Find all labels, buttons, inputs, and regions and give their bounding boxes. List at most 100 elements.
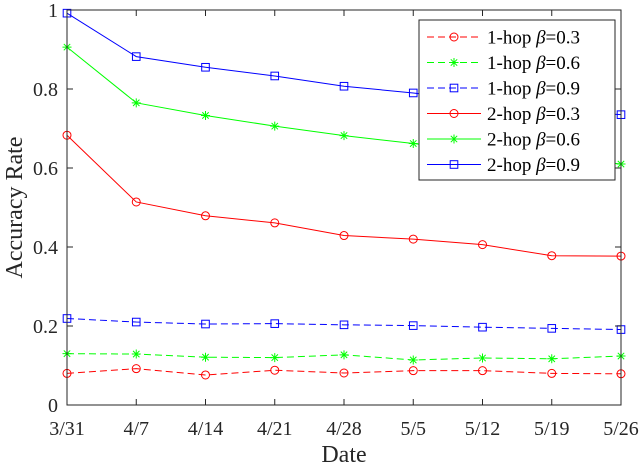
series-line [66,134,622,257]
legend-marker [449,32,459,42]
legend-hop: 1-hop [487,53,536,74]
legend: 1-hop β=0.31-hop β=0.61-hop β=0.92-hop β… [418,19,616,181]
y-tick-label: 0 [48,395,58,417]
data-point [339,231,349,241]
data-point [339,81,349,91]
x-tick-label: 4/28 [326,418,362,440]
legend-item: 2-hop β=0.9 [427,155,580,176]
data-point [270,71,280,81]
legend-label: 1-hop β=0.9 [487,79,580,100]
data-point [131,317,141,327]
legend-item: 1-hop β=0.6 [427,53,580,74]
legend-item: 2-hop β=0.6 [427,130,580,151]
x-tick-label: 3/31 [49,418,85,440]
data-point [339,368,349,378]
legend-label: 1-hop β=0.3 [487,28,580,49]
y-tick-label: 0.4 [33,237,58,259]
data-point [270,121,280,131]
x-tick-label: 5/26 [603,418,639,440]
legend-label: 1-hop β=0.6 [487,53,580,74]
series-2 [62,314,626,334]
legend-label: 2-hop β=0.9 [487,155,580,176]
data-point [131,364,141,374]
series-0 [62,364,626,380]
data-point [547,251,557,261]
x-tick-label: 5/19 [534,418,570,440]
data-point [270,319,280,328]
legend-item: 1-hop β=0.3 [427,28,580,49]
legend-value: =0.9 [546,79,580,100]
legend-value: =0.3 [546,28,580,49]
data-point [270,353,280,363]
legend-beta: β [535,28,546,49]
data-point [270,365,280,375]
legend-beta: β [535,104,546,125]
data-point [339,320,349,330]
data-point [201,62,210,72]
x-tick-label: 5/5 [400,418,426,440]
data-point [547,354,557,364]
data-point [408,234,418,244]
legend-label: 2-hop β=0.6 [487,130,580,151]
y-axis-label: Accuracy Rate [2,137,28,279]
legend-item: 2-hop β=0.3 [427,104,580,125]
data-point [478,353,487,363]
data-point [131,52,141,61]
data-point [131,197,141,207]
data-point [339,131,349,141]
y-tick-label: 0.6 [33,158,58,180]
legend-beta: β [535,53,546,74]
legend-value: =0.9 [546,155,580,176]
data-point [270,218,280,228]
data-point [201,211,210,221]
x-tick-label: 4/14 [188,418,224,440]
legend-box [418,19,616,181]
data-point [131,349,141,359]
y-tick-label: 0.8 [33,79,58,101]
legend-marker [449,109,459,118]
legend-value: =0.6 [546,130,580,151]
data-point [478,322,487,332]
data-point [408,139,418,149]
data-point [408,366,418,376]
series-1 [62,349,626,365]
data-point [201,352,210,362]
x-tick-label: 4/21 [257,418,293,440]
legend-hop: 2-hop [487,155,536,176]
data-point [201,370,210,380]
legend-hop: 1-hop [487,79,536,100]
series-line [66,368,622,376]
y-tick-label: 1 [48,0,58,22]
tick-labels-layer: 3/31 4/7 4/14 4/21 4/28 5/5 5/12 5/19 5/26 0 0.2 0.… [33,0,639,440]
legend-beta: β [535,79,546,100]
legend-hop: 2-hop [487,130,536,151]
data-point [339,350,349,360]
data-point [478,240,487,250]
legend-marker [449,58,459,67]
x-axis-label: Date [321,442,366,468]
data-point [131,98,141,108]
legend-marker [449,134,459,144]
series-line [66,317,622,331]
legend-label: 2-hop β=0.3 [487,104,580,125]
data-point [547,324,557,333]
data-point [547,368,557,378]
data-point [408,355,418,365]
legend-marker [449,160,459,169]
data-point [478,366,487,376]
data-point [408,321,418,330]
data-point [201,319,210,329]
legend-hop: 1-hop [487,28,536,49]
legend-beta: β [535,155,546,176]
x-tick-label: 5/12 [465,418,501,440]
x-tick-label: 4/7 [123,418,149,440]
legend-marker [449,83,459,93]
legend-value: =0.6 [546,53,580,74]
y-tick-label: 0.2 [33,316,58,338]
data-point [201,110,210,120]
legend-beta: β [535,130,546,151]
legend-item: 1-hop β=0.9 [427,79,580,100]
data-point [408,88,418,98]
legend-value: =0.3 [546,104,580,125]
